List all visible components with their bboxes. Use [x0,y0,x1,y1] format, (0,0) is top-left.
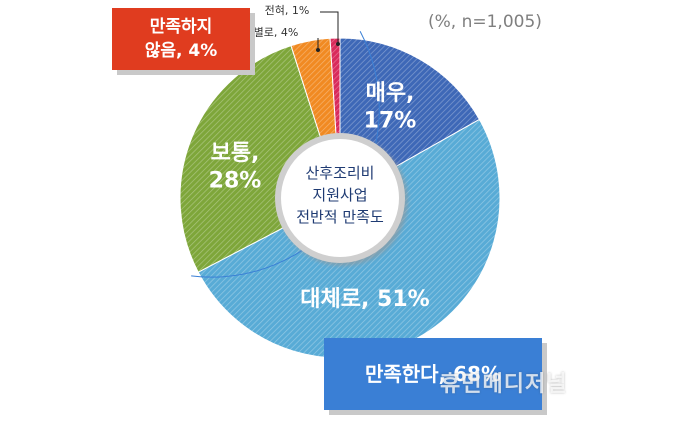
slice-labels: 매우, 17% 대체로, 51% 보통, 28% 별로, 4% 전혀, 1% [209,4,430,312]
center-label-1: 산후조리비 [305,164,374,182]
slice-5-leader-dot [336,42,340,46]
center-circle [275,133,405,263]
slice-4-label-1: 별로, 4% [254,26,299,39]
slice-1-label-1: 매우, [366,81,415,106]
slice-5-label-1: 전혀, 1% [265,4,310,17]
slice-4-leader-dot [316,48,320,52]
watermark: 휴먼메디저널 [440,372,568,397]
slice-5-leader [320,11,339,44]
center-label-2: 지원사업 [312,186,367,204]
dissatisfied-summary-box: 만족하지 않음, 4% [112,8,250,70]
dissatisfied-summary-line-1: 만족하지 [149,17,213,37]
center-label-3: 전반적 만족도 [296,208,384,226]
slice-2-label-1: 대체로, 51% [300,287,429,312]
slice-3-label-1: 보통, [211,141,260,166]
dissatisfied-summary-line-2: 않음, 4% [144,41,218,61]
satisfied-summary-box: 만족한다, 68% [324,338,542,410]
slice-1-label-2: 17% [364,109,417,134]
unit-note: (%, n=1,005) [428,12,542,32]
slice-3-label-2: 28% [209,169,262,194]
